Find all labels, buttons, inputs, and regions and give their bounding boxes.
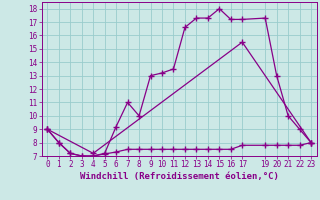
X-axis label: Windchill (Refroidissement éolien,°C): Windchill (Refroidissement éolien,°C)	[80, 172, 279, 181]
